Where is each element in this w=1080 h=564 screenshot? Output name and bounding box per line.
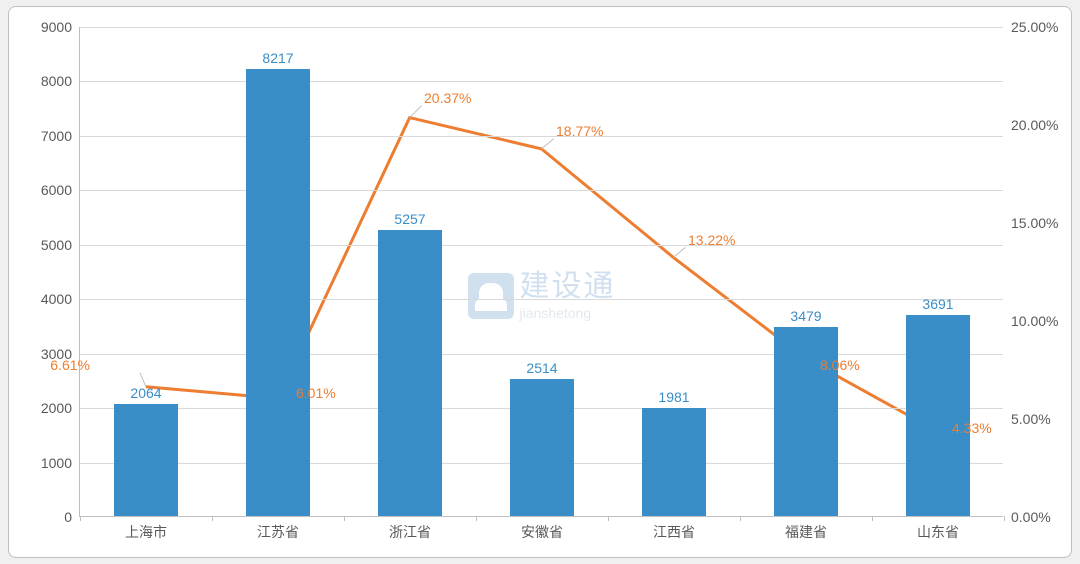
y2-axis-label: 15.00% [1011,215,1079,231]
x-axis-label: 山东省 [917,522,959,542]
line-value-label: 8.06% [820,357,860,373]
x-axis-label: 福建省 [785,522,827,542]
y1-axis-label: 5000 [12,237,72,253]
x-axis-label: 江西省 [653,522,695,542]
watermark-text: 建设通 jianshetong [520,272,616,320]
gridline [80,136,1003,137]
x-tick [476,516,477,521]
y1-axis-label: 1000 [12,455,72,471]
y1-axis-label: 4000 [12,291,72,307]
leader-line [542,139,554,149]
line-value-label: 4.33% [952,420,992,436]
watermark: 建设通 jianshetong [468,272,616,320]
x-tick [212,516,213,521]
x-tick [608,516,609,521]
line-value-label: 20.37% [424,90,471,106]
y1-axis-label: 8000 [12,73,72,89]
watermark-icon [468,273,514,319]
gridline [80,27,1003,28]
x-axis-label: 浙江省 [389,522,431,542]
bar [114,404,177,516]
line-value-label: 6.01% [296,385,336,401]
gridline [80,245,1003,246]
line-value-label: 6.61% [50,357,90,373]
leader-line [410,106,422,118]
y2-axis-label: 20.00% [1011,117,1079,133]
bar [774,327,837,516]
x-axis-label: 安徽省 [521,522,563,542]
leader-line [673,247,685,257]
bar [246,69,309,516]
y2-axis-label: 5.00% [1011,411,1079,427]
y1-axis-label: 9000 [12,19,72,35]
x-axis-label: 上海市 [125,522,167,542]
x-tick [1004,516,1005,521]
bar-value-label: 1981 [658,389,689,405]
bar-value-label: 5257 [394,211,425,227]
bar [510,379,573,516]
plot-area: 建设通 jianshetong 010002000300040005000600… [79,27,1003,517]
watermark-en: jianshetong [520,306,616,320]
bar-value-label: 3479 [790,308,821,324]
gridline [80,190,1003,191]
line-value-label: 13.22% [688,232,735,248]
x-tick [80,516,81,521]
y1-axis-label: 7000 [12,128,72,144]
y1-axis-label: 0 [12,509,72,525]
x-axis-label: 江苏省 [257,522,299,542]
gridline [80,81,1003,82]
bar-value-label: 8217 [262,50,293,66]
y2-axis-label: 0.00% [1011,509,1079,525]
chart-container: 建设通 jianshetong 010002000300040005000600… [8,6,1072,558]
x-tick [872,516,873,521]
watermark-cn: 建设通 [520,272,616,302]
gridline [80,354,1003,355]
y1-axis-label: 6000 [12,182,72,198]
line-value-label: 18.77% [556,123,603,139]
gridline [80,299,1003,300]
bar-value-label: 2514 [526,360,557,376]
bar [642,408,705,516]
y2-axis-label: 10.00% [1011,313,1079,329]
x-tick [344,516,345,521]
bar-value-label: 2064 [130,385,161,401]
bar-value-label: 3691 [922,296,953,312]
y1-axis-label: 2000 [12,400,72,416]
bar [378,230,441,516]
y2-axis-label: 25.00% [1011,19,1079,35]
x-tick [740,516,741,521]
bar [906,315,969,516]
